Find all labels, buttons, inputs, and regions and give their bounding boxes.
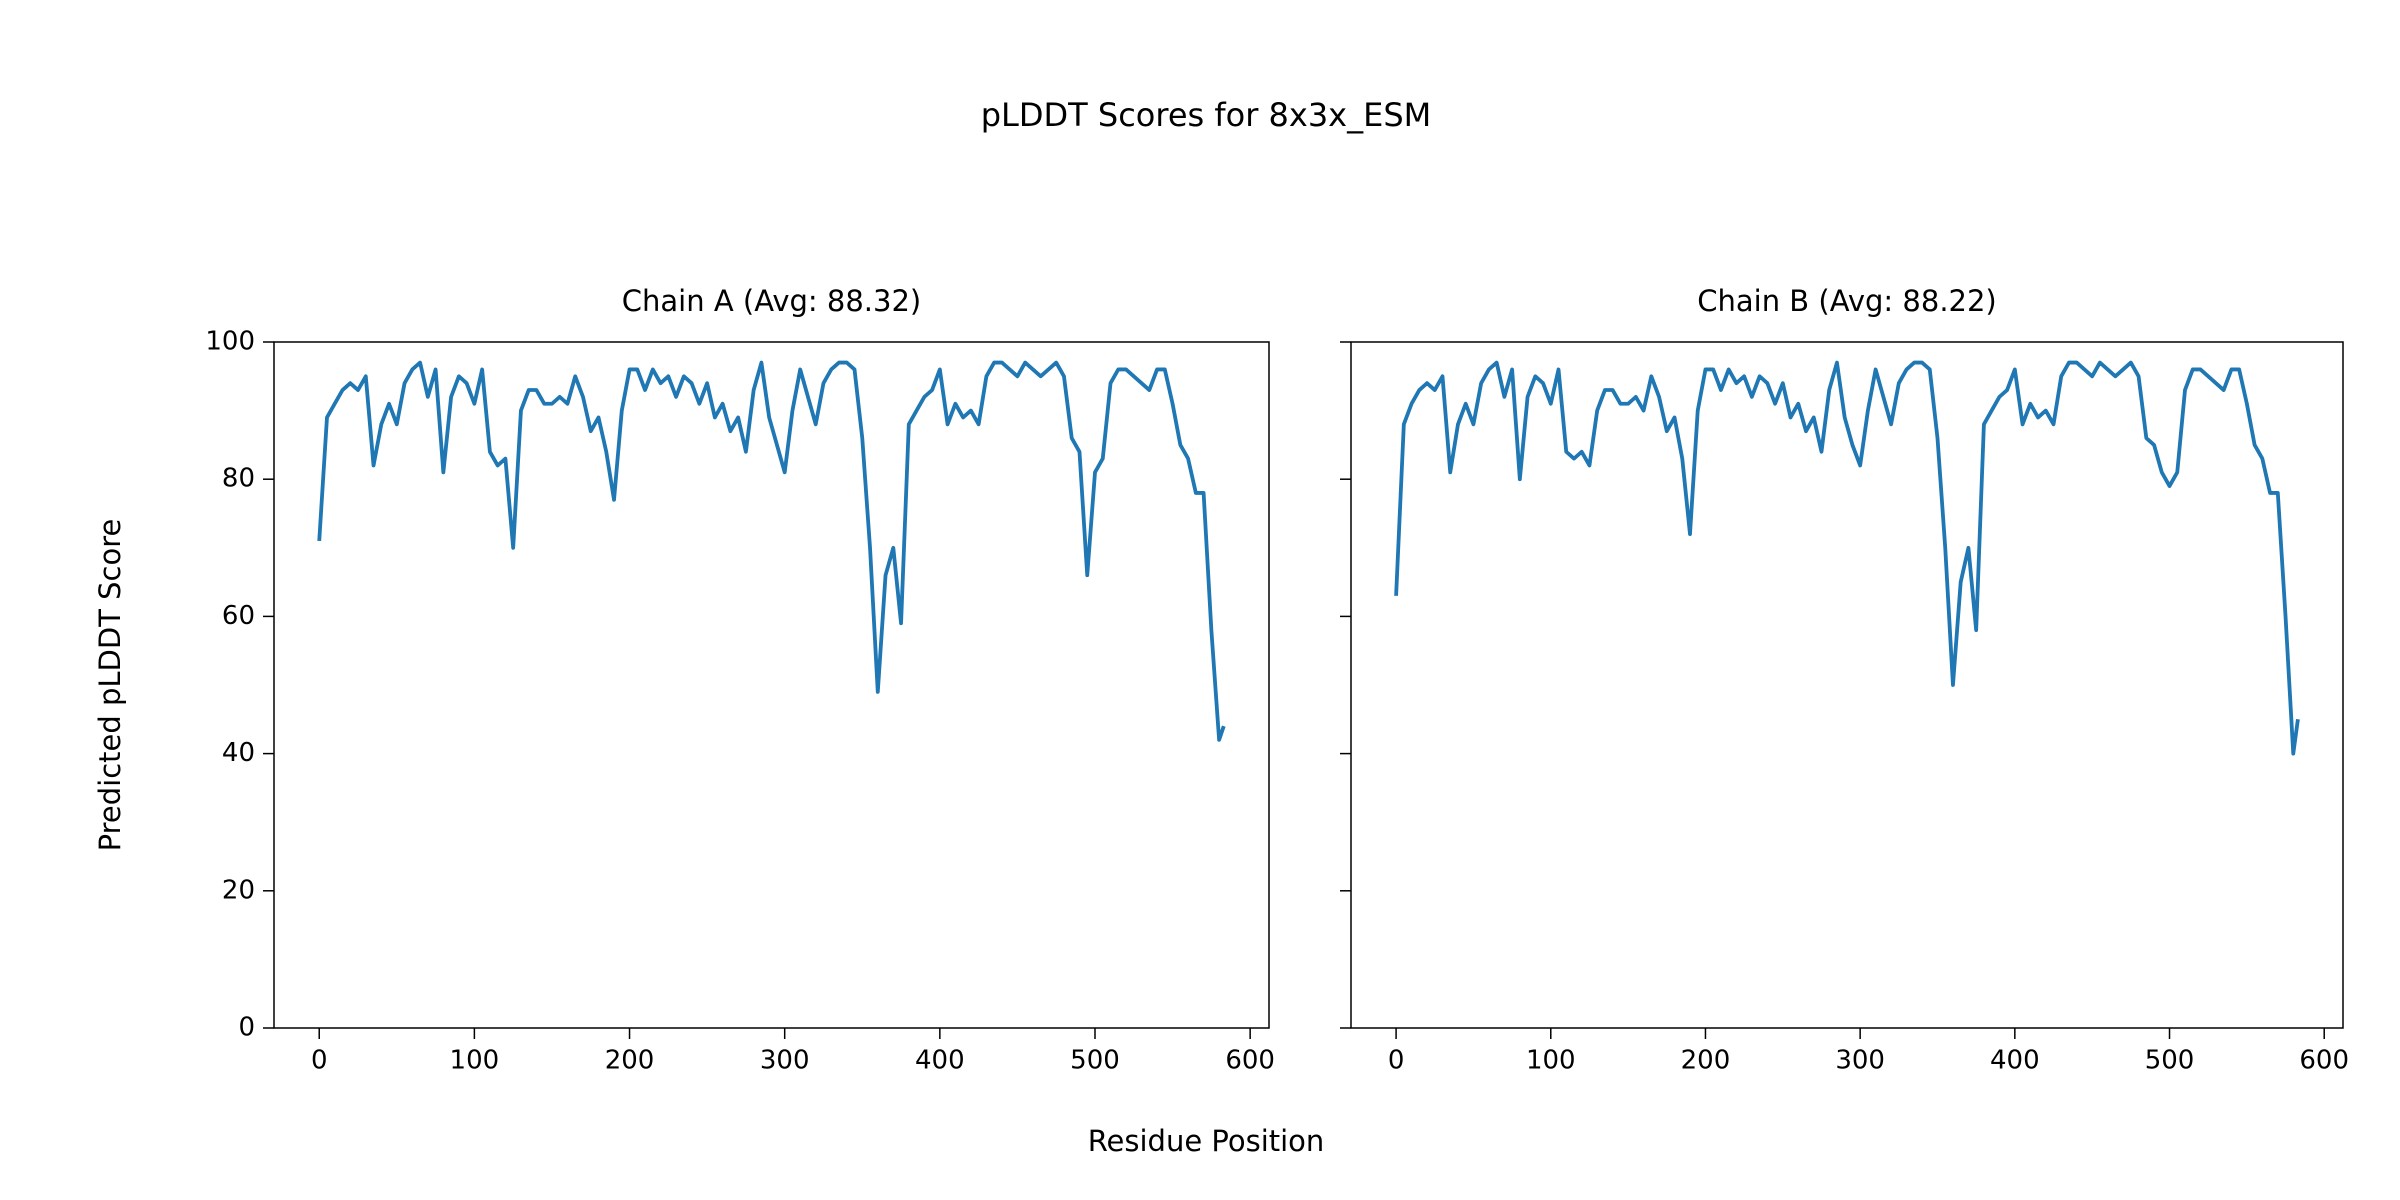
subplot-title: Chain B (Avg: 88.22) [1697,284,1997,318]
axes-frame [1350,341,2344,1029]
x-tick-label: 600 [2299,1046,2349,1076]
x-tick-label: 500 [2145,1046,2195,1076]
x-axis-label: Residue Position [1088,1124,1325,1158]
y-tick-label: 20 [222,875,255,905]
x-tick-label: 200 [605,1046,655,1076]
y-tick-label: 40 [222,738,255,768]
x-tick-label: 400 [1990,1046,2040,1076]
y-axis-label: Predicted pLDDT Score [93,519,127,852]
x-tick-label: 0 [1388,1046,1405,1076]
x-tick-label: 500 [1070,1046,1120,1076]
line-series [1394,360,2300,756]
x-tick-label: 400 [915,1046,965,1076]
x-tick-label: 300 [760,1046,810,1076]
figure-title: pLDDT Scores for 8x3x_ESM [981,96,1432,134]
y-tick-label: 60 [222,601,255,631]
x-tick-label: 100 [1526,1046,1576,1076]
x-tick-label: 600 [1225,1046,1275,1076]
axes-frame [273,341,1270,1029]
x-tick-label: 300 [1835,1046,1885,1076]
x-tick-label: 0 [311,1046,328,1076]
y-tick-label: 80 [222,464,255,494]
x-tick-label: 100 [450,1046,500,1076]
line-series [317,360,1226,742]
y-tick-label: 100 [205,327,255,357]
y-tick-label: 0 [238,1013,255,1043]
x-tick-label: 200 [1681,1046,1731,1076]
subplot-title: Chain A (Avg: 88.32) [622,284,921,318]
